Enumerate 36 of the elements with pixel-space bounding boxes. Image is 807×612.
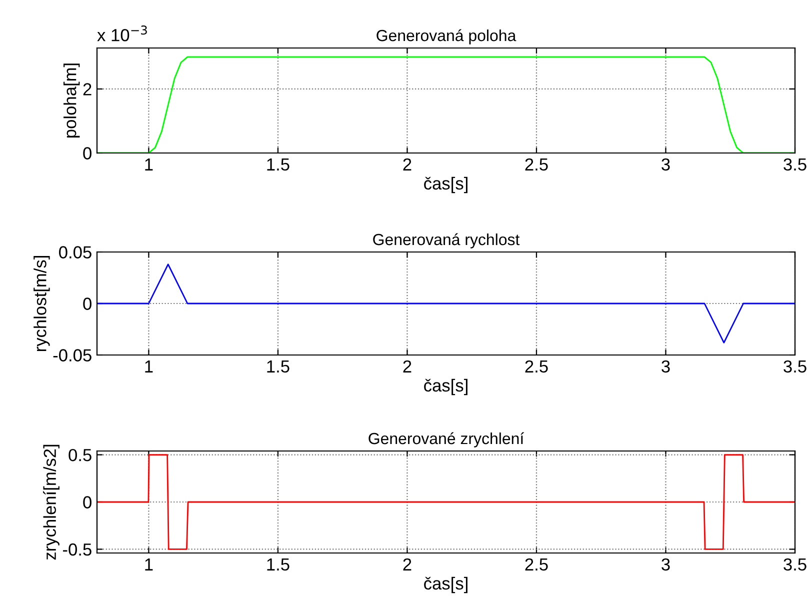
x-axis-title: čas[s] <box>424 176 468 194</box>
x-axis-title: čas[s] <box>424 576 468 594</box>
x-tick-label: 1 <box>145 558 153 570</box>
y-axis-title: zrychlení[m/s2] <box>43 444 60 560</box>
x-tick-label: 1.5 <box>267 158 290 171</box>
y-tick-label: 0.5 <box>68 448 92 462</box>
y-tick-label: -0.05 <box>53 349 92 362</box>
chart-title: Generované zrychlení <box>368 432 524 448</box>
x-tick-label: 1 <box>145 360 153 372</box>
x-tick-label: 2 <box>403 360 412 372</box>
x-tick-label: 2.5 <box>525 360 548 373</box>
y-tick-label: 0 <box>83 147 92 160</box>
x-tick-label: 2.5 <box>525 158 548 171</box>
x-tick-label: 3.5 <box>784 360 806 373</box>
x-axis-title: čas[s] <box>424 378 468 396</box>
x-tick-label: 1 <box>145 158 153 170</box>
y-tick-label: 0 <box>83 496 92 508</box>
x-tick-label: 2 <box>403 558 412 570</box>
y-axis-title: poloha[m] <box>64 64 80 138</box>
x-tick-label: 3 <box>662 360 670 373</box>
x-tick-label: 1.5 <box>267 558 290 571</box>
y-tick-label: -0.5 <box>62 543 92 556</box>
x-tick-label: 1.5 <box>267 360 290 373</box>
x-tick-label: 3 <box>662 158 670 171</box>
x-tick-label: 3 <box>662 558 670 571</box>
y-tick-label: 0.05 <box>59 246 92 258</box>
x-tick-label: 2.5 <box>525 558 548 571</box>
text: x 10$^{−3}$ <box>97 25 147 42</box>
chart-title: Generovaná poloha <box>376 29 516 44</box>
x-tick-label: 2 <box>403 158 412 170</box>
y-tick-label: 2 <box>83 83 92 96</box>
x-tick-label: 3.5 <box>784 158 806 171</box>
x-tick-label: 3.5 <box>784 558 806 571</box>
y-axis-title: rychlost[m/s] <box>34 256 50 352</box>
chart-title: Generovaná rychlost <box>373 233 520 248</box>
y-tick-label: 0 <box>83 298 92 310</box>
